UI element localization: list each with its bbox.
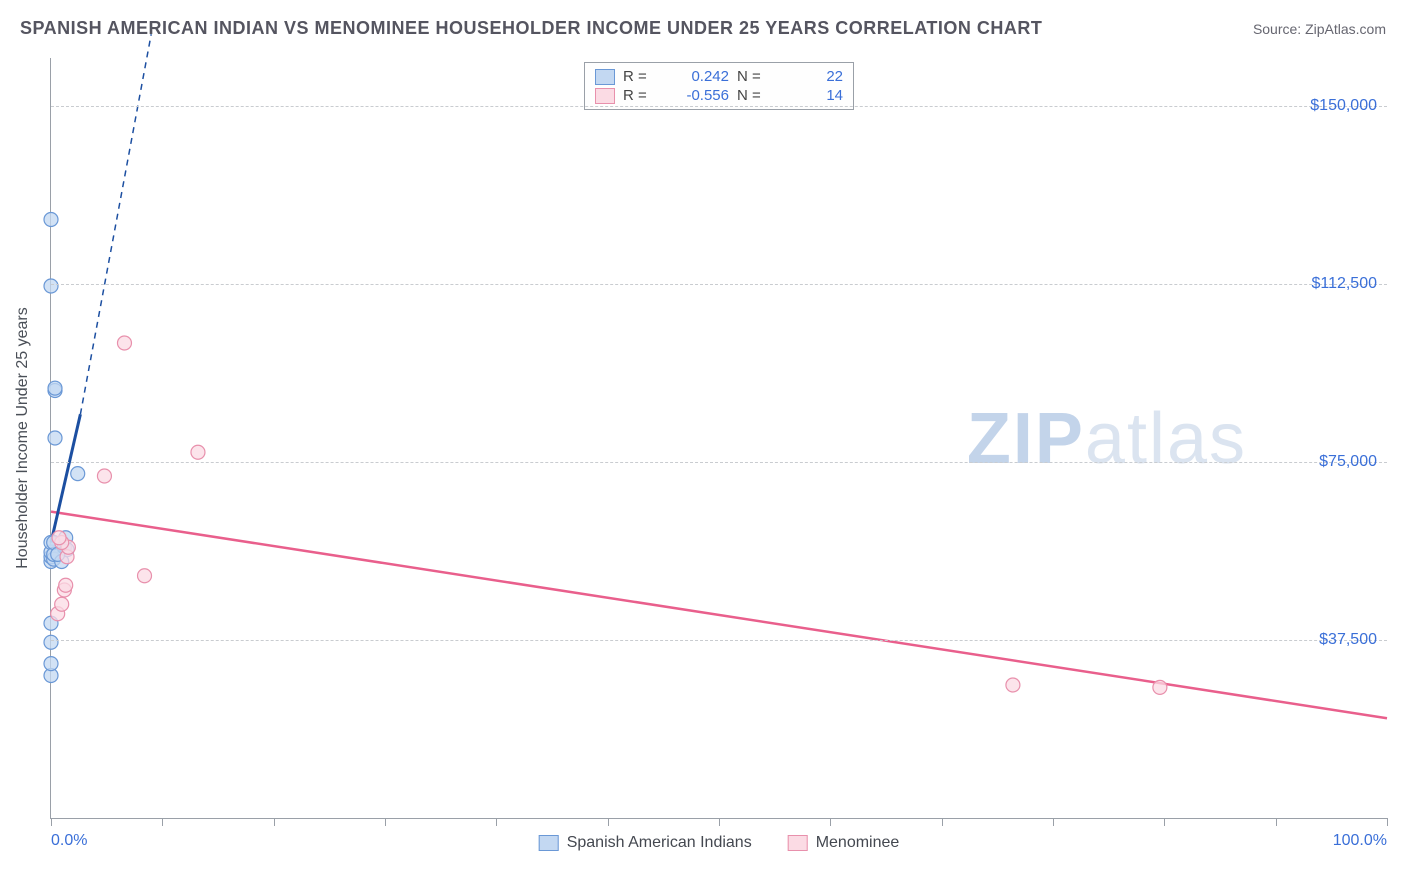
y-tick-label: $150,000: [1310, 97, 1377, 115]
x-tick: [942, 818, 943, 826]
x-tick: [51, 818, 52, 826]
chart-plot-area: Householder Income Under 25 years ZIPatl…: [50, 58, 1387, 819]
chart-title: SPANISH AMERICAN INDIAN VS MENOMINEE HOU…: [20, 18, 1042, 39]
watermark-part2: atlas: [1085, 399, 1247, 479]
series-label-blue: Spanish American Indians: [567, 834, 752, 852]
x-tick: [1164, 818, 1165, 826]
n-label: N =: [737, 68, 775, 85]
gridline-h: [51, 284, 1387, 285]
x-tick: [719, 818, 720, 826]
source-prefix: Source:: [1253, 21, 1305, 37]
series-legend: Spanish American Indians Menominee: [539, 834, 900, 852]
n-label: N =: [737, 87, 775, 104]
x-tick: [274, 818, 275, 826]
y-tick-label: $37,500: [1319, 631, 1377, 649]
x-tick: [1053, 818, 1054, 826]
y-axis-label: Householder Income Under 25 years: [14, 307, 32, 568]
source-name: ZipAtlas.com: [1305, 21, 1386, 37]
r-value-blue: 0.242: [669, 68, 729, 85]
x-tick: [162, 818, 163, 826]
gridline-h: [51, 462, 1387, 463]
x-tick: [830, 818, 831, 826]
x-tick-label: 0.0%: [51, 832, 87, 850]
y-tick-label: $75,000: [1319, 453, 1377, 471]
swatch-blue: [539, 835, 559, 851]
legend-item-blue: Spanish American Indians: [539, 834, 752, 852]
swatch-pink: [788, 835, 808, 851]
n-value-pink: 14: [783, 87, 843, 104]
swatch-pink: [595, 88, 615, 104]
legend-row-blue: R = 0.242 N = 22: [595, 67, 843, 86]
series-label-pink: Menominee: [816, 834, 900, 852]
watermark: ZIPatlas: [967, 398, 1247, 480]
scatter-svg: [51, 58, 351, 208]
x-tick: [1387, 818, 1388, 826]
source-attribution: Source: ZipAtlas.com: [1253, 21, 1386, 37]
chart-header: SPANISH AMERICAN INDIAN VS MENOMINEE HOU…: [20, 18, 1386, 39]
x-tick: [608, 818, 609, 826]
x-tick: [385, 818, 386, 826]
watermark-part1: ZIP: [967, 399, 1085, 479]
gridline-h: [51, 640, 1387, 641]
correlation-legend: R = 0.242 N = 22 R = -0.556 N = 14: [584, 62, 854, 110]
legend-row-pink: R = -0.556 N = 14: [595, 86, 843, 105]
swatch-blue: [595, 69, 615, 85]
x-tick: [1276, 818, 1277, 826]
n-value-blue: 22: [783, 68, 843, 85]
r-label: R =: [623, 87, 661, 104]
legend-item-pink: Menominee: [788, 834, 900, 852]
x-tick: [496, 818, 497, 826]
r-label: R =: [623, 68, 661, 85]
r-value-pink: -0.556: [669, 87, 729, 104]
x-tick-label: 100.0%: [1333, 832, 1387, 850]
gridline-h: [51, 106, 1387, 107]
y-tick-label: $112,500: [1311, 275, 1377, 293]
